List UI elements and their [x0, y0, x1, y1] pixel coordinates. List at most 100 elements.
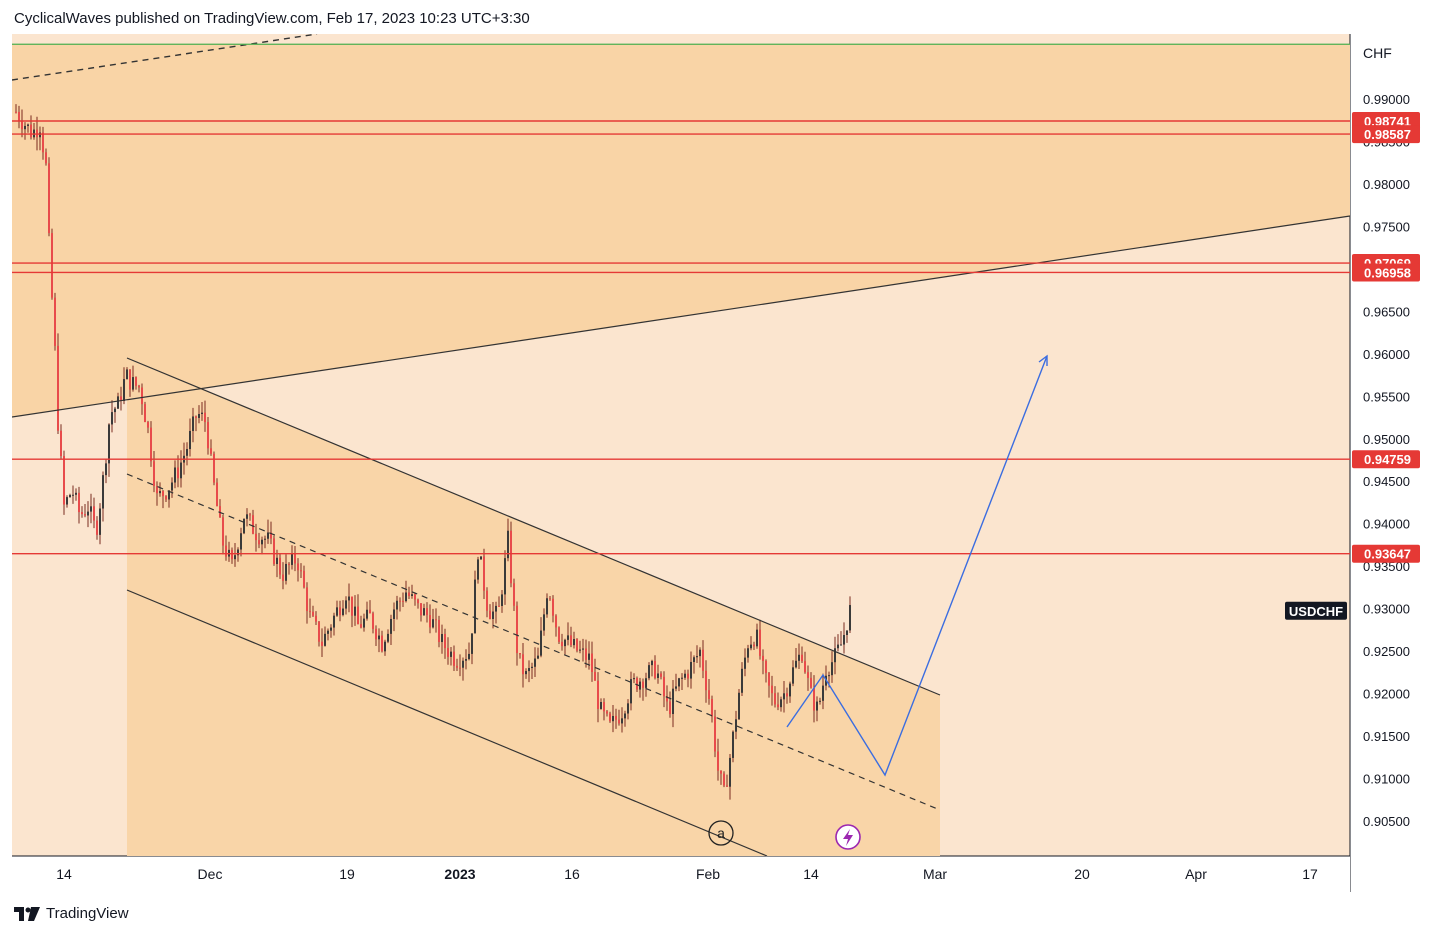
candle [261, 536, 263, 555]
candle [294, 545, 296, 572]
x-tick-label: Feb [696, 866, 720, 882]
candle-body [651, 660, 653, 666]
candle [831, 651, 833, 683]
candle-body [621, 718, 623, 724]
wave-label: a [708, 820, 734, 846]
y-tick-label: 0.99000 [1363, 92, 1410, 107]
candle-body [516, 605, 518, 654]
candle [66, 495, 68, 508]
candle-body [39, 132, 41, 138]
candle-body [831, 662, 833, 676]
candle-body [147, 422, 149, 428]
candle [15, 104, 17, 114]
candle [669, 691, 671, 718]
candle [804, 651, 806, 674]
candle-body [279, 557, 281, 575]
candle [675, 673, 677, 692]
candle [615, 708, 617, 729]
tradingview-footer[interactable]: TradingView [14, 905, 129, 922]
candle [621, 707, 623, 733]
candle [564, 638, 566, 655]
candle [789, 681, 791, 703]
candle [387, 629, 389, 644]
candle [699, 647, 701, 668]
candle [687, 669, 689, 688]
candle-body [558, 627, 560, 642]
candle [765, 659, 767, 683]
candle-body [657, 673, 659, 678]
candle [729, 753, 731, 800]
candle [552, 595, 554, 623]
candle [504, 550, 506, 605]
candle-body [291, 553, 293, 565]
candle [108, 423, 110, 477]
candle [795, 648, 797, 669]
candle [633, 673, 635, 684]
candle [90, 493, 92, 524]
candle-body [756, 629, 758, 647]
candle-body [849, 605, 851, 631]
y-tick-label: 0.93000 [1363, 602, 1410, 617]
candle [216, 478, 218, 507]
candle-body [399, 600, 401, 602]
lightning-icon[interactable] [835, 824, 861, 850]
channel-mid-dashed [126, 473, 941, 811]
candle-body [189, 430, 191, 450]
candle [801, 646, 803, 664]
candle [126, 367, 128, 380]
candle [171, 477, 173, 498]
candle [219, 499, 221, 518]
y-tick-label: 0.91500 [1363, 729, 1410, 744]
candle [750, 636, 752, 651]
candle-body [498, 605, 500, 607]
candle-body [126, 369, 128, 380]
candle-body [204, 412, 206, 423]
candle-body [783, 693, 785, 700]
candle-body [801, 654, 803, 662]
candle-body [597, 680, 599, 709]
candle [60, 424, 62, 460]
candle-body [117, 396, 119, 409]
candle-body [213, 453, 215, 483]
candle [774, 686, 776, 708]
candle-body [837, 644, 839, 649]
candle [465, 649, 467, 670]
candle [414, 592, 416, 606]
symbol-tag-bg [1285, 601, 1347, 620]
lightning-bolt [843, 829, 853, 846]
candle [195, 415, 197, 432]
y-tick-label: 0.93500 [1363, 559, 1410, 574]
candle-body [393, 609, 395, 619]
chart-area[interactable]: a 0.990000.985000.980000.975000.970000.9… [11, 33, 1428, 892]
candle [360, 615, 362, 629]
candle-body [171, 482, 173, 491]
candle [162, 490, 164, 509]
candle-body [18, 111, 20, 122]
candle-body [666, 696, 668, 702]
candle-body [846, 630, 848, 635]
candle [474, 570, 476, 634]
candle-body [396, 600, 398, 610]
candle-body [720, 770, 722, 774]
candle-body [72, 494, 74, 496]
candle [48, 157, 50, 237]
candle [291, 545, 293, 570]
candle [114, 406, 116, 423]
candle [258, 532, 260, 549]
chart-svg[interactable]: a 0.990000.985000.980000.975000.970000.9… [11, 33, 1428, 892]
candle-body [708, 690, 710, 700]
y-tick-label: 0.92500 [1363, 644, 1410, 659]
candle [744, 648, 746, 677]
candle-body [627, 703, 629, 714]
candle [354, 595, 356, 626]
y-tick-label: 0.96000 [1363, 347, 1410, 362]
candle [630, 671, 632, 711]
candle-body [843, 634, 845, 645]
candle-body [705, 670, 707, 691]
candle [204, 400, 206, 432]
candle-body [261, 539, 263, 545]
candle [666, 685, 668, 711]
candle [606, 709, 608, 717]
candle-body [120, 396, 122, 401]
candle-body [297, 563, 299, 571]
